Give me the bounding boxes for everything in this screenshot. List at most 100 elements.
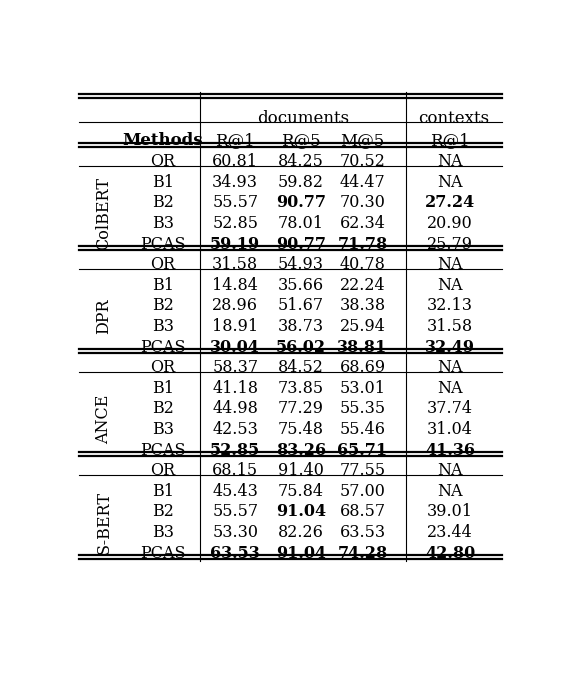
Text: B1: B1	[152, 277, 174, 294]
Text: 31.58: 31.58	[427, 318, 473, 335]
Text: ANCE: ANCE	[95, 395, 112, 444]
Text: 38.81: 38.81	[337, 339, 388, 355]
Text: ColBERT: ColBERT	[95, 177, 112, 250]
Text: 35.66: 35.66	[278, 277, 324, 294]
Text: Methods: Methods	[123, 132, 203, 149]
Text: 91.40: 91.40	[278, 462, 324, 479]
Text: 68.69: 68.69	[340, 359, 385, 376]
Text: R@1: R@1	[216, 132, 255, 149]
Text: 82.26: 82.26	[278, 524, 324, 541]
Text: 31.58: 31.58	[212, 256, 258, 273]
Text: 31.04: 31.04	[427, 421, 473, 438]
Text: 41.18: 41.18	[212, 380, 258, 397]
Text: DPR: DPR	[95, 298, 112, 334]
Text: 51.67: 51.67	[278, 297, 324, 315]
Text: 77.55: 77.55	[340, 462, 385, 479]
Text: B2: B2	[152, 503, 174, 520]
Text: NA: NA	[438, 380, 463, 397]
Text: 56.02: 56.02	[276, 339, 326, 355]
Text: B3: B3	[152, 524, 174, 541]
Text: 59.19: 59.19	[210, 235, 260, 253]
Text: 59.82: 59.82	[278, 174, 324, 191]
Text: 52.85: 52.85	[210, 442, 260, 459]
Text: NA: NA	[438, 277, 463, 294]
Text: NA: NA	[438, 256, 463, 273]
Text: M@5: M@5	[340, 132, 384, 149]
Text: 42.53: 42.53	[212, 421, 258, 438]
Text: 53.30: 53.30	[212, 524, 258, 541]
Text: PCAS: PCAS	[140, 442, 186, 459]
Text: 75.84: 75.84	[278, 483, 324, 500]
Text: 55.57: 55.57	[212, 503, 258, 520]
Text: 38.73: 38.73	[278, 318, 324, 335]
Text: 57.00: 57.00	[340, 483, 385, 500]
Text: 44.47: 44.47	[340, 174, 385, 191]
Text: 34.93: 34.93	[212, 174, 258, 191]
Text: 27.24: 27.24	[425, 195, 475, 211]
Text: 14.84: 14.84	[212, 277, 258, 294]
Text: 45.43: 45.43	[212, 483, 258, 500]
Text: 63.53: 63.53	[340, 524, 385, 541]
Text: 38.38: 38.38	[340, 297, 385, 315]
Text: 55.57: 55.57	[212, 195, 258, 211]
Text: 68.57: 68.57	[340, 503, 385, 520]
Text: 71.78: 71.78	[337, 235, 388, 253]
Text: 91.04: 91.04	[276, 544, 326, 562]
Text: 55.46: 55.46	[340, 421, 385, 438]
Text: 32.49: 32.49	[425, 339, 475, 355]
Text: 25.79: 25.79	[427, 235, 473, 253]
Text: 18.91: 18.91	[212, 318, 258, 335]
Text: S-BERT: S-BERT	[95, 491, 112, 553]
Text: NA: NA	[438, 153, 463, 170]
Text: 90.77: 90.77	[276, 235, 326, 253]
Text: 23.44: 23.44	[427, 524, 473, 541]
Text: 52.85: 52.85	[212, 215, 258, 232]
Text: 78.01: 78.01	[278, 215, 324, 232]
Text: 84.52: 84.52	[278, 359, 324, 376]
Text: R@1: R@1	[430, 132, 470, 149]
Text: 53.01: 53.01	[340, 380, 385, 397]
Text: 58.37: 58.37	[212, 359, 258, 376]
Text: 42.80: 42.80	[425, 544, 475, 562]
Text: 77.29: 77.29	[278, 400, 324, 417]
Text: 60.81: 60.81	[212, 153, 258, 170]
Text: B1: B1	[152, 174, 174, 191]
Text: B3: B3	[152, 318, 174, 335]
Text: 73.85: 73.85	[278, 380, 324, 397]
Text: 70.30: 70.30	[340, 195, 385, 211]
Text: documents: documents	[257, 110, 349, 127]
Text: R@5: R@5	[281, 132, 321, 149]
Text: OR: OR	[151, 462, 175, 479]
Text: OR: OR	[151, 359, 175, 376]
Text: 39.01: 39.01	[427, 503, 473, 520]
Text: 83.26: 83.26	[276, 442, 326, 459]
Text: B1: B1	[152, 380, 174, 397]
Text: NA: NA	[438, 174, 463, 191]
Text: 40.78: 40.78	[340, 256, 385, 273]
Text: 55.35: 55.35	[340, 400, 385, 417]
Text: 68.15: 68.15	[212, 462, 258, 479]
Text: 75.48: 75.48	[278, 421, 324, 438]
Text: PCAS: PCAS	[140, 544, 186, 562]
Text: NA: NA	[438, 483, 463, 500]
Text: 28.96: 28.96	[212, 297, 258, 315]
Text: contexts: contexts	[418, 110, 490, 127]
Text: B3: B3	[152, 421, 174, 438]
Text: 91.04: 91.04	[276, 503, 326, 520]
Text: OR: OR	[151, 256, 175, 273]
Text: B1: B1	[152, 483, 174, 500]
Text: 70.52: 70.52	[340, 153, 385, 170]
Text: PCAS: PCAS	[140, 339, 186, 355]
Text: 37.74: 37.74	[427, 400, 473, 417]
Text: OR: OR	[151, 153, 175, 170]
Text: B2: B2	[152, 400, 174, 417]
Text: 62.34: 62.34	[340, 215, 385, 232]
Text: 20.90: 20.90	[427, 215, 473, 232]
Text: 22.24: 22.24	[340, 277, 385, 294]
Text: B3: B3	[152, 215, 174, 232]
Text: 32.13: 32.13	[427, 297, 473, 315]
Text: 41.36: 41.36	[425, 442, 475, 459]
Text: 30.04: 30.04	[211, 339, 260, 355]
Text: B2: B2	[152, 297, 174, 315]
Text: 25.94: 25.94	[340, 318, 385, 335]
